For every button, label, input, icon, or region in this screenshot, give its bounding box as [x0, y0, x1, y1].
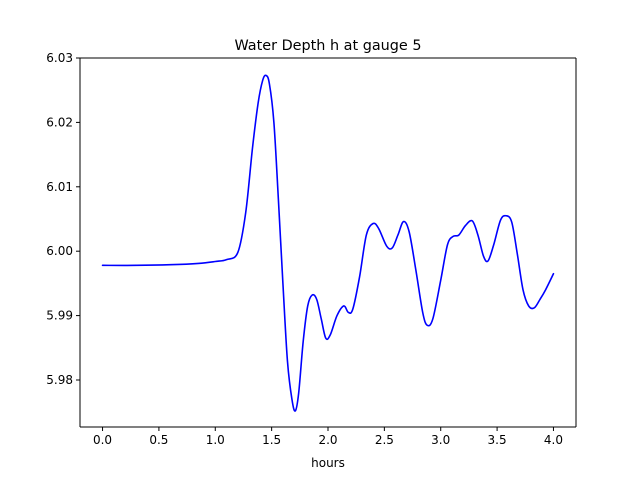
series-line-0	[101, 74, 555, 412]
series-layer	[101, 74, 555, 412]
x-tick-label: 1.5	[262, 433, 281, 447]
x-tick-label: 2.5	[375, 433, 394, 447]
y-tick-label: 6.03	[46, 51, 73, 65]
y-tick-label: 6.02	[46, 115, 73, 129]
y-axis: 5.98 5.99 6.00 6.01 6.02 6.03	[46, 51, 80, 387]
y-tick-label: 5.99	[46, 309, 73, 323]
x-tick-label: 3.0	[431, 433, 450, 447]
x-axis-label: hours	[311, 456, 345, 470]
y-tick-label: 5.98	[46, 373, 73, 387]
x-tick-label: 3.5	[488, 433, 507, 447]
x-tick-label: 1.0	[206, 433, 225, 447]
y-tick-label: 6.01	[46, 180, 73, 194]
x-tick-label: 0.5	[149, 433, 168, 447]
y-tick-label: 6.00	[46, 244, 73, 258]
x-tick-label: 2.0	[318, 433, 337, 447]
x-tick-label: 0.0	[93, 433, 112, 447]
x-tick-label: 4.0	[544, 433, 563, 447]
chart-title: Water Depth h at gauge 5	[234, 38, 421, 54]
x-axis: 0.0 0.5 1.0 1.5 2.0 2.5 3.0 3.5 4.0	[93, 427, 563, 447]
